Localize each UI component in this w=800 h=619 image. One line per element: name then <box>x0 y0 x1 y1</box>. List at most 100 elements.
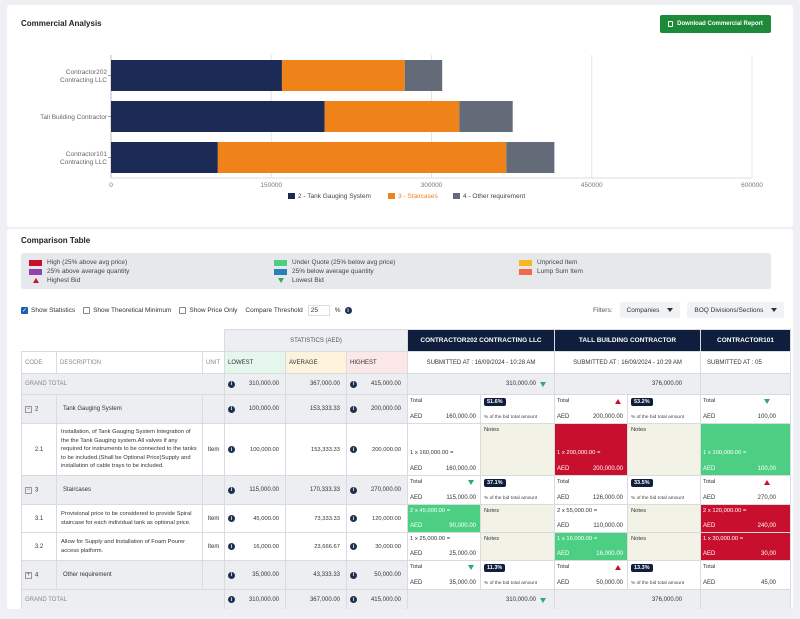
commercial-analysis-card: Commercial Analysis Download Commercial … <box>7 5 793 227</box>
table-header-row-1: STATISTICS (AED) CONTRACTOR202 CONTRACTI… <box>22 329 791 352</box>
submitted-at: SUBMITTED AT : 16/09/2024 - 10:29 AM <box>554 351 701 374</box>
submitted-at: SUBMITTED AT : 05 <box>700 351 791 374</box>
legend-above-qty: 25% above average quantity <box>29 268 129 275</box>
collapse-icon[interactable]: − <box>25 405 32 413</box>
notes-cell[interactable]: Notes <box>628 424 700 475</box>
notes-cell[interactable]: Notes <box>628 533 700 560</box>
highest-bid-icon <box>615 399 621 404</box>
stacked-bar-chart: 0 150000 300000 450000 600000Contractor202Co… <box>40 55 763 200</box>
info-icon[interactable]: i <box>350 405 357 413</box>
info-icon[interactable]: i <box>350 596 357 603</box>
legend-under-quote: Under Quote (25% below avg price) <box>274 259 395 266</box>
triangle-up-icon <box>33 278 39 283</box>
col-highest: HIGHEST <box>346 351 408 374</box>
bar <box>324 101 460 132</box>
info-icon[interactable]: i <box>228 446 235 453</box>
info-icon[interactable]: i <box>228 515 235 522</box>
expand-icon[interactable]: + <box>25 571 32 579</box>
bar <box>459 101 513 132</box>
legend-swatch <box>274 268 287 275</box>
bar <box>404 60 443 91</box>
y-tick-label: Contractor101 <box>66 151 108 158</box>
collapse-icon[interactable]: − <box>25 486 32 494</box>
info-icon[interactable]: i <box>228 380 235 388</box>
grand-total-row: GRAND TOTAL i 310,000.00 367,000.00 i 415,… <box>21 373 791 395</box>
info-icon[interactable]: i <box>350 515 357 522</box>
contractor-header[interactable]: CONTRACTOR101 <box>700 329 791 352</box>
col-average: AVERAGE <box>285 351 347 374</box>
info-icon[interactable]: i <box>350 446 357 453</box>
legend-label: 3 - Staircases <box>398 193 438 200</box>
notes-cell[interactable]: Notes <box>481 424 554 475</box>
percent-badge: 13.3% <box>631 564 653 572</box>
legend-swatch <box>388 193 395 199</box>
show-price-only-checkbox[interactable]: Show Price Only <box>179 307 237 314</box>
under-quote-cell: 1 x 16,000.00 = AED 16,000.00 <box>555 533 628 560</box>
y-tick-label: Contracting LLC <box>60 159 107 166</box>
check-icon: ✓ <box>21 307 28 314</box>
col-unit: UNIT <box>202 351 225 374</box>
col-description: DESCRIPTION <box>56 351 203 374</box>
grand-total-label: GRAND TOTAL <box>21 373 225 395</box>
threshold-input[interactable]: 25 <box>307 305 330 316</box>
table-controls: ✓ Show Statistics Show Theoretical Minimu… <box>21 305 352 316</box>
info-icon[interactable]: i <box>228 405 235 413</box>
x-tick-label: 600000 <box>741 182 763 189</box>
highest-bid-icon <box>764 480 770 485</box>
companies-dropdown[interactable]: Companies <box>619 302 681 318</box>
info-icon[interactable]: i <box>350 543 357 550</box>
legend-lump-sum: Lump Sum Item <box>519 268 583 275</box>
info-icon[interactable]: i <box>228 596 235 603</box>
lowest-bid-icon <box>468 480 474 485</box>
notes-cell[interactable]: Notes <box>628 505 700 532</box>
percent-badge: 53.2% <box>631 398 653 406</box>
bar <box>217 142 507 173</box>
legend-lowest-bid: Lowest Bid <box>278 277 324 284</box>
page-title: Commercial Analysis <box>21 19 102 28</box>
info-icon[interactable]: i <box>228 486 235 494</box>
contractor-header[interactable]: TALL BUILDING CONTRACTOR <box>554 329 701 352</box>
document-icon <box>668 21 674 27</box>
x-tick-label: 300000 <box>421 182 443 189</box>
legend-swatch <box>519 268 532 275</box>
lowest-bid-icon <box>468 565 474 570</box>
bar <box>281 60 405 91</box>
chevron-down-icon <box>667 308 674 312</box>
comparison-card: Comparison Table High (25% above avg pri… <box>7 229 793 609</box>
percent-badge: 11.3% <box>484 564 506 572</box>
percent-badge: 51.6% <box>484 398 506 406</box>
show-statistics-checkbox[interactable]: ✓ Show Statistics <box>21 307 76 314</box>
under-quote-cell: 2 x 45,000.00 = AED 90,000.00 <box>408 505 481 532</box>
info-icon[interactable]: i <box>228 571 235 579</box>
boq-divisions-dropdown[interactable]: BOQ Divisions/Sections <box>687 302 785 318</box>
show-theoretical-min-checkbox[interactable]: Show Theoretical Minimum <box>83 307 171 314</box>
contractor-header[interactable]: CONTRACTOR202 CONTRACTING LLC <box>407 329 555 352</box>
under-quote-cell: 1 x 100,000.00 = AED 100,00 <box>700 423 791 476</box>
bar <box>111 101 325 132</box>
col-code: CODE <box>21 351 57 374</box>
notes-cell[interactable]: Notes <box>481 533 554 560</box>
bar <box>506 142 555 173</box>
highest-bid-icon <box>615 565 621 570</box>
legend-swatch <box>519 259 532 266</box>
info-icon[interactable]: i <box>344 307 352 314</box>
y-tick-label: Contracting LLC <box>60 77 107 84</box>
chevron-down-icon <box>771 308 778 312</box>
info-icon[interactable]: i <box>350 571 357 579</box>
x-tick-label: 450000 <box>581 182 603 189</box>
info-icon[interactable]: i <box>228 543 235 550</box>
section-row: +4 Other requirement i 35,000.00 43,333.3… <box>21 560 791 590</box>
info-icon[interactable]: i <box>350 380 357 388</box>
notes-cell[interactable]: Notes <box>481 505 554 532</box>
filters: Filters: Companies BOQ Divisions/Section… <box>593 302 785 318</box>
bar <box>111 60 282 91</box>
x-tick-label: 150000 <box>260 182 282 189</box>
legend-high-price: High (25% above avg price) <box>29 259 127 266</box>
section-row: −2 Tank Gauging System i 100,000.00 153,3… <box>21 394 791 424</box>
download-report-button[interactable]: Download Commercial Report <box>660 15 771 33</box>
legend-unpriced: Unpriced Item <box>519 259 577 266</box>
legend-label: 4 - Other requirement <box>463 193 525 200</box>
info-icon[interactable]: i <box>350 486 357 494</box>
download-report-label: Download Commercial Report <box>677 21 763 27</box>
lowest-bid-icon <box>540 382 546 387</box>
